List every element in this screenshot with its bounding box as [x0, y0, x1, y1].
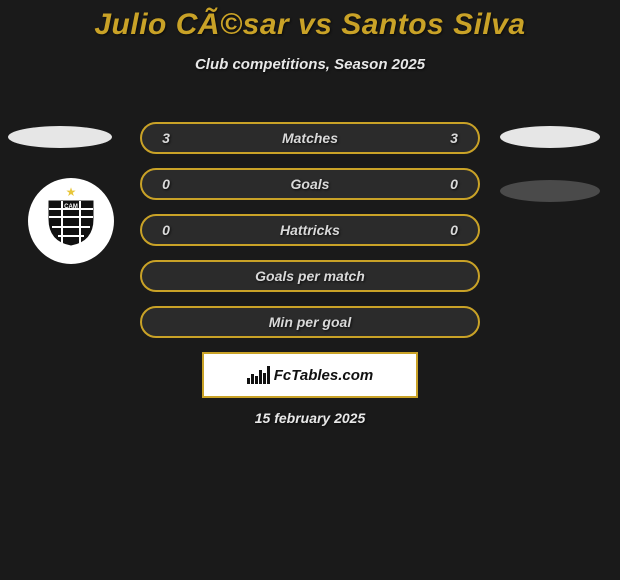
stat-label: Goals	[176, 176, 444, 192]
stat-label: Goals per match	[176, 268, 444, 284]
bar-chart-icon	[247, 366, 270, 384]
stat-left-value: 0	[156, 176, 176, 192]
page-title: Julio CÃ©sar vs Santos Silva	[0, 0, 620, 42]
right-flag-ellipse-2	[500, 180, 600, 202]
stat-row: Min per goal	[140, 306, 480, 338]
stat-right-value: 0	[444, 222, 464, 238]
stat-right-value: 3	[444, 130, 464, 146]
date-label: 15 february 2025	[0, 410, 620, 426]
star-icon: ★	[66, 185, 77, 199]
source-badge-label: FcTables.com	[274, 367, 373, 384]
stat-left-value: 0	[156, 222, 176, 238]
stat-left-value: 3	[156, 130, 176, 146]
left-flag-ellipse	[8, 126, 112, 148]
stat-row: 0Goals0	[140, 168, 480, 200]
source-badge[interactable]: FcTables.com	[202, 352, 418, 398]
stat-label: Matches	[176, 130, 444, 146]
stat-label: Hattricks	[176, 222, 444, 238]
stats-table: 3Matches30Goals00Hattricks0Goals per mat…	[140, 122, 480, 352]
stat-row: 3Matches3	[140, 122, 480, 154]
subtitle: Club competitions, Season 2025	[0, 56, 620, 73]
stat-label: Min per goal	[176, 314, 444, 330]
svg-text:CAM: CAM	[64, 204, 78, 210]
club-shield-icon: ★ CAM	[45, 195, 97, 247]
left-club-badge: ★ CAM	[28, 178, 114, 264]
stat-right-value: 0	[444, 176, 464, 192]
right-flag-ellipse-1	[500, 126, 600, 148]
stat-row: 0Hattricks0	[140, 214, 480, 246]
stat-row: Goals per match	[140, 260, 480, 292]
